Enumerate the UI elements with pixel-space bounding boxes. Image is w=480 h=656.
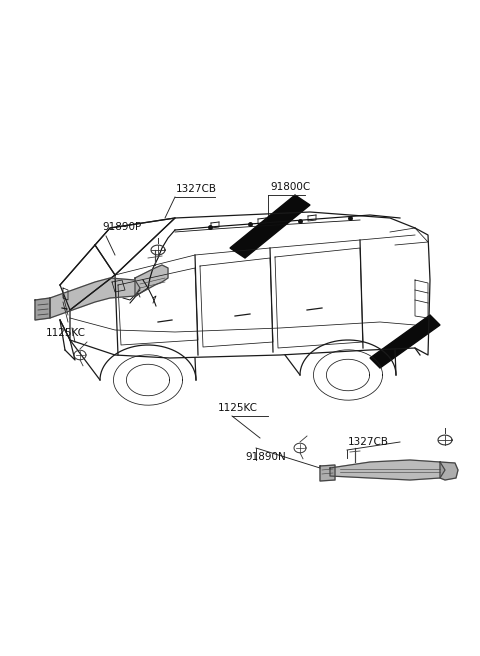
Text: 1327CB: 1327CB xyxy=(176,184,217,194)
Polygon shape xyxy=(50,278,140,318)
Polygon shape xyxy=(35,298,50,320)
Polygon shape xyxy=(330,460,445,480)
Polygon shape xyxy=(320,465,335,481)
Text: 91890N: 91890N xyxy=(245,452,286,462)
Text: 1327CB: 1327CB xyxy=(348,437,389,447)
Polygon shape xyxy=(230,195,310,258)
Text: 91890P: 91890P xyxy=(102,222,141,232)
Text: 1125KC: 1125KC xyxy=(218,403,258,413)
Polygon shape xyxy=(370,315,440,368)
Polygon shape xyxy=(440,462,458,480)
Polygon shape xyxy=(135,265,168,296)
Text: 1125KC: 1125KC xyxy=(46,328,86,338)
Text: 91800C: 91800C xyxy=(270,182,310,192)
